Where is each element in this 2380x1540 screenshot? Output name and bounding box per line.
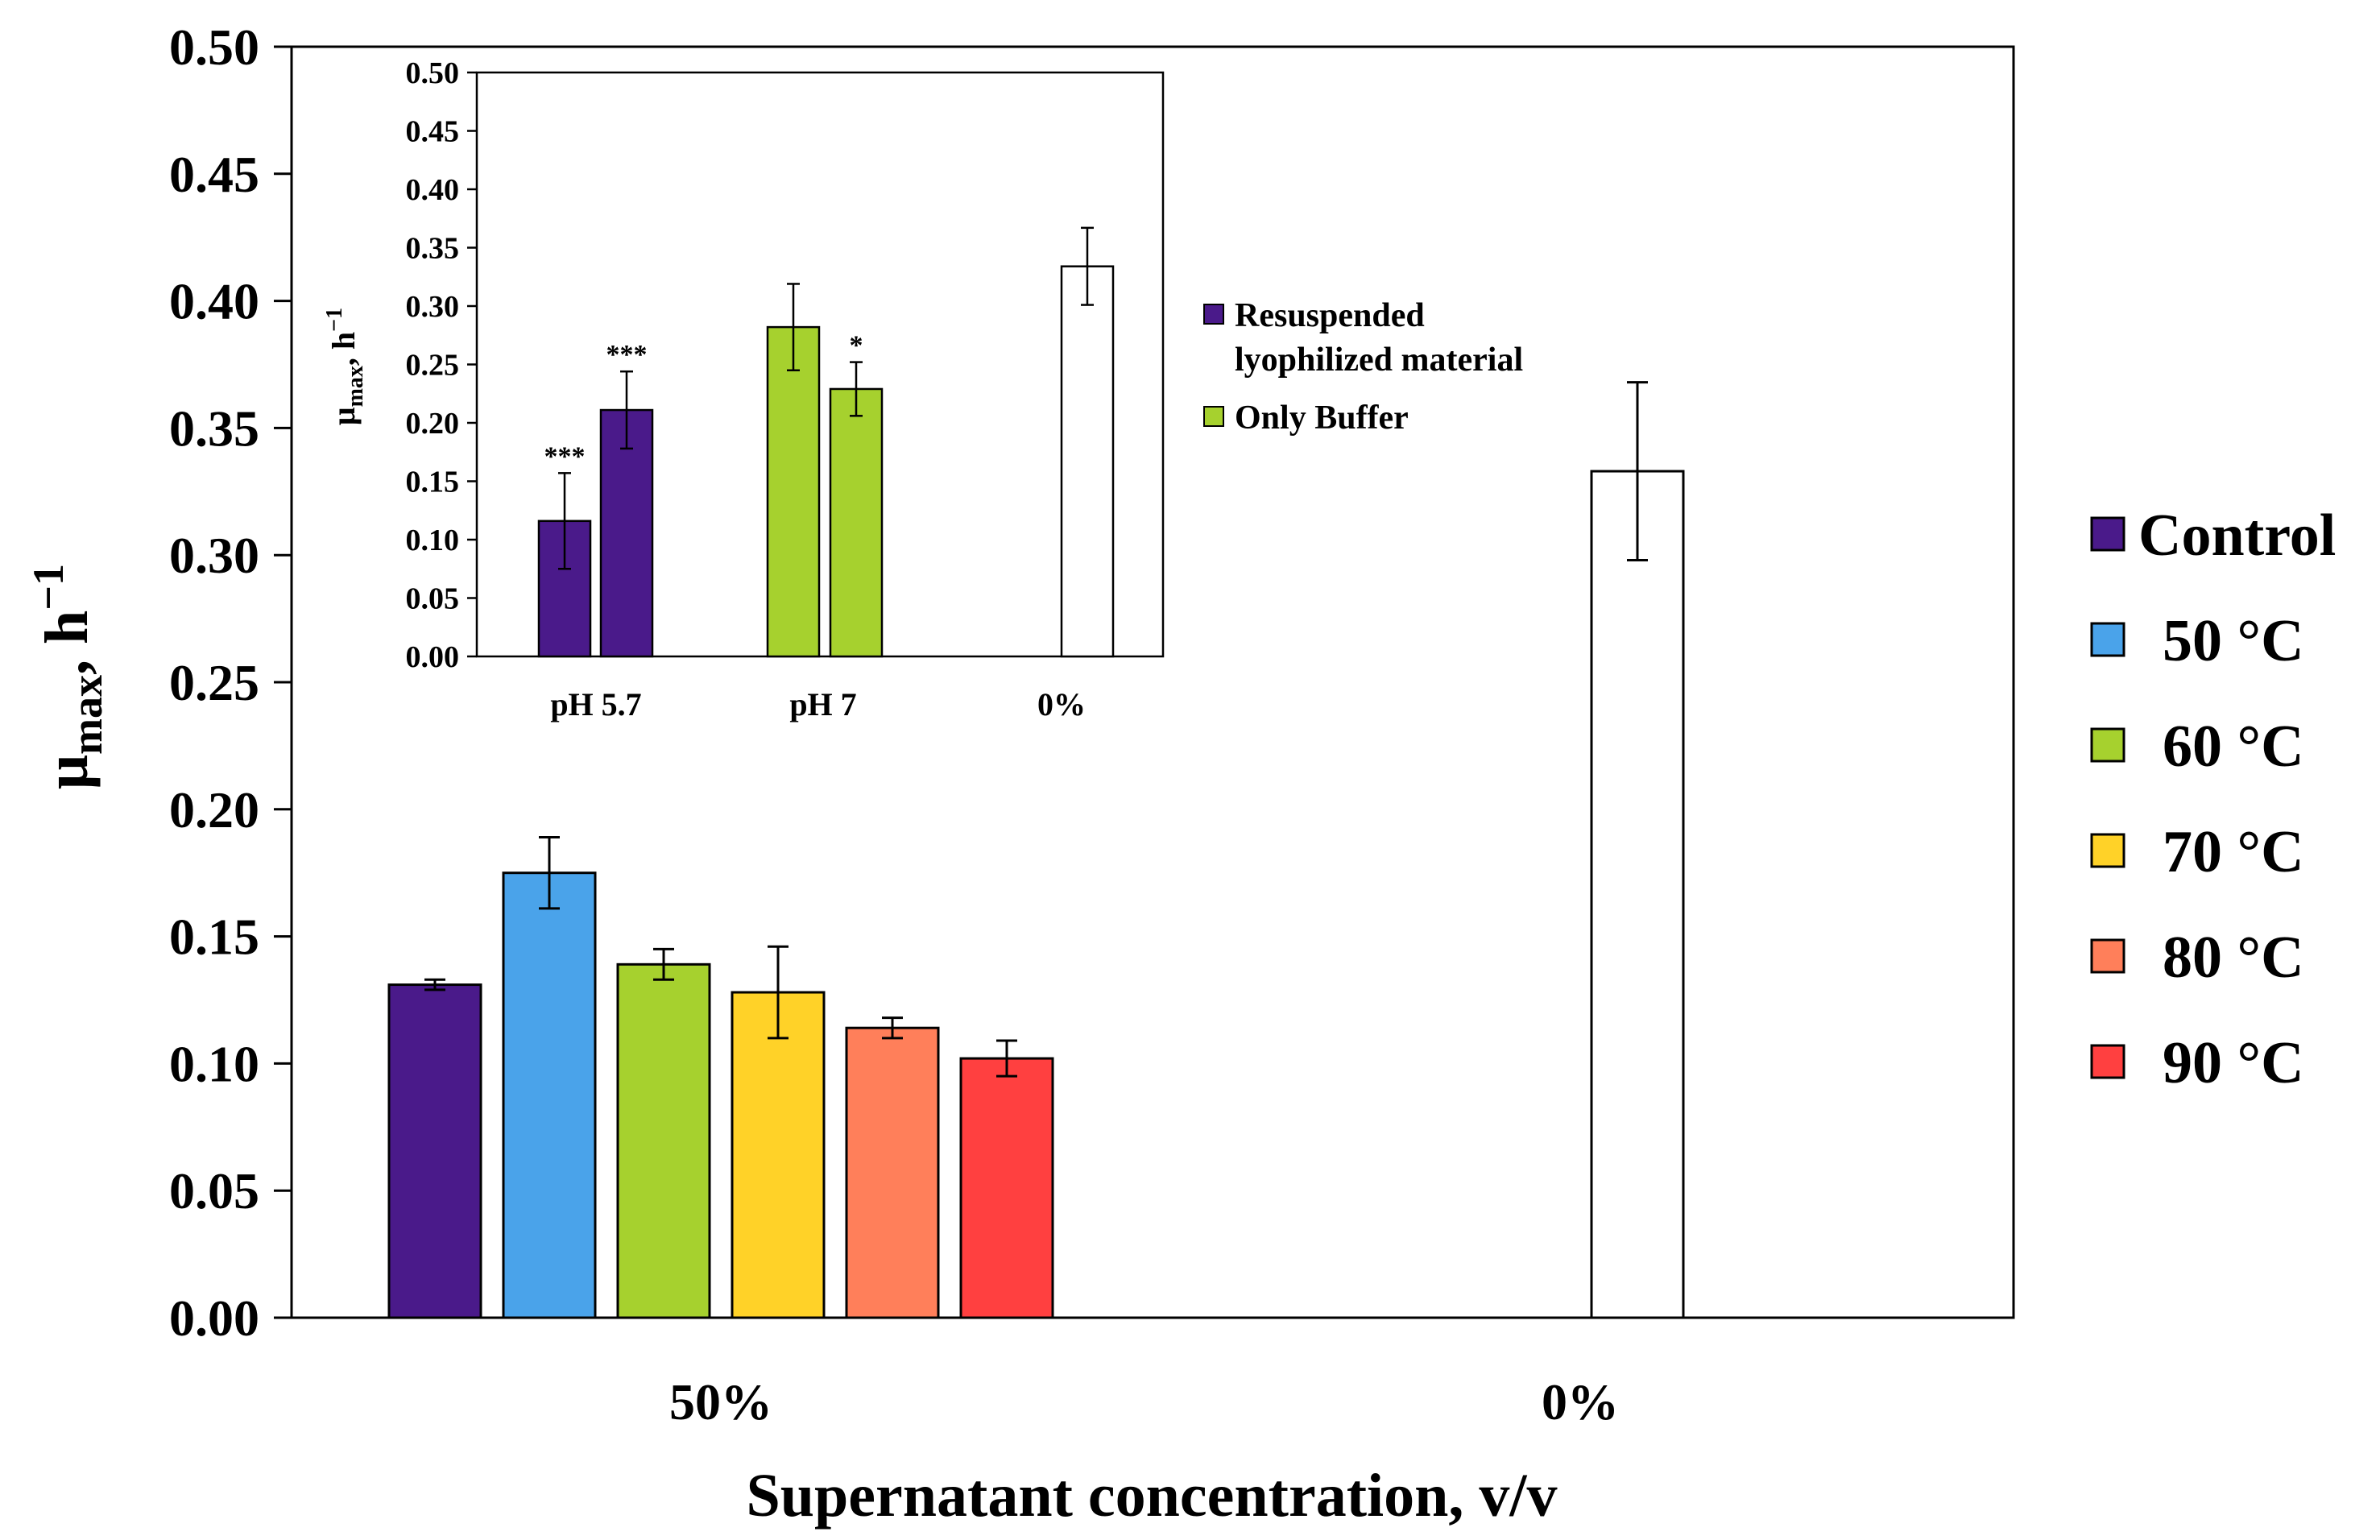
main-legend-swatch: [2090, 622, 2125, 657]
main-x-axis-label: Supernatant concentration, v/v: [747, 1462, 1558, 1530]
inset-significance-marker: ***: [606, 340, 648, 370]
inset-legend-label: Resuspended: [1235, 297, 1425, 334]
inset-chart: 0.00 0.05 0.10 0.15 0.20 0.25 0.30 0.35 0.40 0.45…: [322, 56, 1523, 722]
main-bar: [845, 1026, 940, 1319]
main-y-tick-label: 0.10: [169, 1035, 259, 1092]
inset-y-tick-label: 0.50: [406, 56, 460, 90]
inset-significance-marker: ***: [544, 441, 586, 471]
inset-y-tick-label: 0.25: [406, 349, 460, 383]
main-y-label-suffix: , h: [33, 611, 101, 675]
main-y-axis-label: μmax, h−1: [24, 564, 111, 789]
main-y-tick-label: 0.00: [169, 1290, 259, 1347]
main-legend-label: 90 °C: [2163, 1030, 2304, 1096]
main-y-tick-label: 0.25: [169, 654, 259, 711]
main-legend-swatch: [2090, 938, 2125, 974]
inset-legend-label: lyophilized material: [1235, 342, 1523, 379]
main-y-label-subscript: max: [63, 675, 111, 755]
inset-legend: Resuspended lyophilized material Only Buff…: [1203, 297, 1523, 437]
main-y-tick-label: 0.05: [169, 1162, 259, 1219]
main-bar: [959, 1057, 1054, 1319]
inset-y-tick-label: 0.10: [406, 524, 460, 557]
main-bar: [502, 871, 597, 1319]
inset-y-tick-label: 0.15: [406, 466, 460, 499]
inset-y-tick-label: 0.05: [406, 582, 460, 616]
inset-bars: ****** *: [537, 226, 1115, 658]
main-legend-label: 70 °C: [2163, 819, 2304, 885]
inset-legend-swatch: [1203, 406, 1224, 427]
main-chart: 0.00 0.05 0.10 0.15 0.20 0.25 0.30 0.35 0.40 0.45…: [24, 19, 2336, 1530]
inset-y-label-subscript: max: [343, 366, 368, 407]
inset-y-tick-label: 0.20: [406, 407, 460, 441]
main-legend: Control 50 °C 60 °C 70 °C 80 °C 90 °C: [2090, 503, 2336, 1096]
inset-bar: [829, 387, 884, 658]
main-y-tick-label: 0.45: [169, 146, 259, 203]
main-y-tick-label: 0.40: [169, 273, 259, 330]
main-y-label-prefix: μ: [33, 755, 101, 789]
main-legend-swatch: [2090, 833, 2125, 868]
inset-bar: [599, 408, 654, 658]
inset-y-axis: 0.00 0.05 0.10 0.15 0.20 0.25 0.30 0.35 0.40 0.45…: [406, 56, 477, 674]
main-y-label-superscript: −1: [24, 564, 72, 611]
main-y-tick-label: 0.35: [169, 399, 259, 457]
inset-bar: [766, 325, 821, 658]
main-bar: [1590, 470, 1685, 1319]
main-y-axis: 0.00 0.05 0.10 0.15 0.20 0.25 0.30 0.35 0.40 0.45…: [169, 19, 292, 1347]
inset-y-label-superscript: −1: [322, 308, 347, 332]
main-x-axis: 50% 0%: [669, 1373, 1619, 1430]
inset-x-tick-label: 0%: [1037, 686, 1086, 722]
main-y-tick-label: 0.20: [169, 781, 259, 838]
inset-legend-swatch: [1203, 304, 1224, 325]
inset-x-tick-label: pH 5.7: [550, 686, 641, 722]
main-legend-swatch: [2090, 727, 2125, 763]
main-legend-swatch: [2090, 1044, 2125, 1079]
main-y-tick-label: 0.15: [169, 909, 259, 966]
inset-y-tick-label: 0.30: [406, 290, 460, 324]
inset-y-label-prefix: μ: [325, 407, 362, 425]
inset-y-tick-label: 0.35: [406, 232, 460, 266]
inset-y-tick-label: 0.40: [406, 173, 460, 207]
inset-y-label-suffix: , h: [325, 332, 362, 366]
inset-x-tick-label: pH 7: [789, 686, 856, 722]
main-legend-swatch: [2090, 516, 2125, 552]
main-x-tick-label: 0%: [1542, 1373, 1619, 1430]
inset-y-axis-label: μmax, h−1: [322, 308, 368, 425]
main-y-tick-label: 0.50: [169, 19, 259, 76]
inset-legend-label: Only Buffer: [1235, 399, 1409, 437]
inset-y-tick-label: 0.00: [406, 640, 460, 674]
main-legend-label: 50 °C: [2163, 608, 2304, 674]
main-bar: [616, 962, 711, 1319]
main-legend-label: 80 °C: [2163, 925, 2304, 991]
main-bars: [387, 381, 1685, 1319]
inset-x-axis: pH 5.7 pH 7 0%: [550, 686, 1086, 722]
inset-bar: [1060, 265, 1115, 658]
main-x-tick-label: 50%: [669, 1373, 772, 1430]
inset-significance-marker: *: [850, 331, 863, 361]
main-legend-label: Control: [2138, 503, 2336, 569]
main-bar: [387, 983, 482, 1319]
inset-y-tick-label: 0.45: [406, 115, 460, 149]
main-bar: [731, 991, 826, 1319]
main-legend-label: 60 °C: [2163, 714, 2304, 780]
main-y-tick-label: 0.30: [169, 527, 259, 584]
